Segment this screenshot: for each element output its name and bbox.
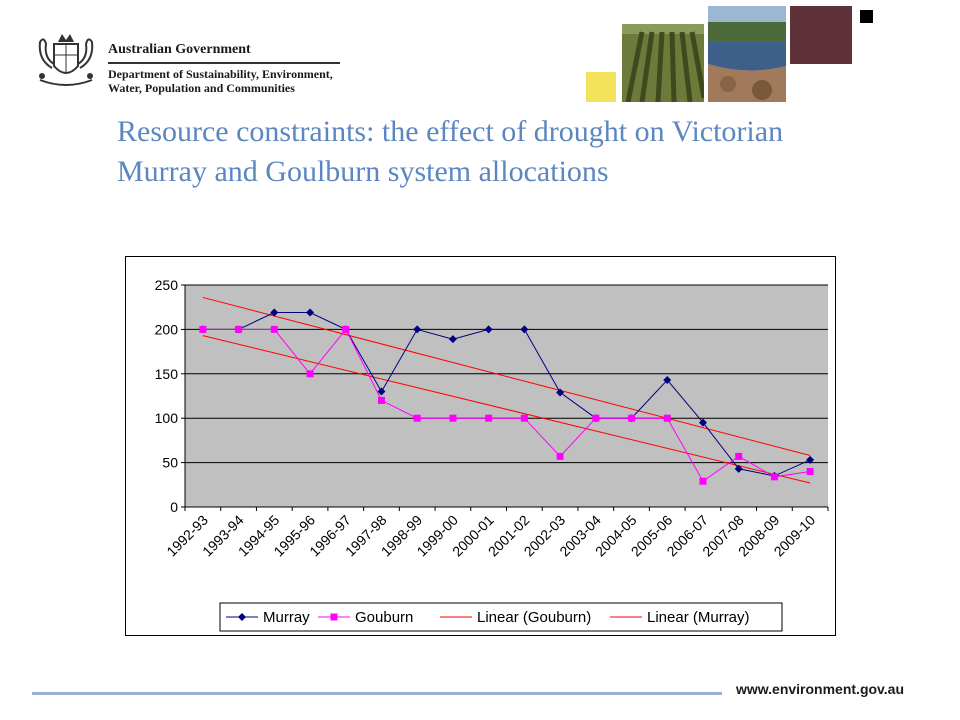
series-line — [202, 328, 811, 482]
y-tick-label: 200 — [155, 321, 179, 337]
legend-box — [219, 602, 783, 632]
footer-divider — [32, 692, 722, 695]
plot-area — [185, 285, 828, 507]
data-point-murray — [663, 376, 672, 385]
data-point-gouburn — [449, 414, 457, 422]
data-point-gouburn — [520, 414, 528, 422]
department-line-1: Department of Sustainability, Environmen… — [108, 67, 333, 81]
legend-label: Murray — [263, 609, 310, 626]
y-tick-label: 50 — [162, 455, 178, 471]
yellow-accent-square — [586, 72, 616, 102]
y-tick-label: 250 — [155, 277, 179, 293]
chart-frame: 0 50 100 150 200 250 1992-93 1993-94 1994-95 1995… — [125, 256, 836, 636]
series-line — [202, 312, 811, 477]
department-name: Department of Sustainability, Environmen… — [108, 67, 333, 95]
maroon-accent-square — [790, 6, 852, 64]
data-point-gouburn — [699, 477, 707, 485]
orchard-photo — [622, 24, 704, 102]
river-landscape-photo — [708, 6, 786, 102]
y-tick-label: 150 — [155, 366, 179, 382]
data-point-murray — [698, 418, 707, 427]
black-accent-square — [860, 10, 873, 23]
data-point-gouburn — [306, 370, 314, 378]
data-point-gouburn — [270, 325, 278, 333]
data-point-murray — [806, 455, 815, 464]
trendline — [202, 296, 811, 456]
data-point-gouburn — [199, 325, 207, 333]
data-point-gouburn — [806, 467, 814, 475]
data-point-gouburn — [735, 452, 743, 460]
data-point-gouburn — [592, 414, 600, 422]
trendline — [202, 335, 811, 484]
data-point-gouburn — [770, 473, 778, 481]
data-point-gouburn — [235, 325, 243, 333]
y-tick-label: 100 — [155, 410, 179, 426]
line-chart: 0501001502002501992-931993-941994-951995… — [155, 277, 829, 632]
legend-marker — [238, 613, 246, 621]
slide-title: Resource constraints: the effect of drou… — [117, 115, 784, 188]
legend-label: Linear (Murray) — [647, 609, 750, 626]
data-point-gouburn — [663, 414, 671, 422]
data-point-murray — [413, 325, 422, 334]
data-point-murray — [377, 387, 386, 396]
header-divider — [108, 62, 340, 64]
data-point-gouburn — [342, 325, 350, 333]
coat-of-arms-logo — [38, 34, 94, 86]
data-point-murray — [520, 325, 529, 334]
y-tick-label: 0 — [170, 499, 178, 515]
legend-marker — [330, 613, 338, 621]
data-point-murray — [556, 388, 565, 397]
data-point-gouburn — [413, 414, 421, 422]
data-point-gouburn — [485, 414, 493, 422]
data-point-murray — [484, 325, 493, 334]
footer-url: www.environment.gov.au — [736, 681, 905, 697]
data-point-murray — [448, 335, 457, 344]
data-point-gouburn — [377, 396, 385, 404]
data-point-murray — [306, 308, 315, 317]
data-point-murray — [270, 308, 279, 317]
legend-label: Linear (Gouburn) — [477, 609, 591, 626]
data-point-gouburn — [556, 452, 564, 460]
data-point-gouburn — [628, 414, 636, 422]
department-line-2: Water, Population and Communities — [108, 81, 295, 95]
legend-label: Gouburn — [355, 609, 413, 626]
government-name: Australian Government — [108, 42, 251, 57]
data-point-murray — [734, 464, 743, 473]
